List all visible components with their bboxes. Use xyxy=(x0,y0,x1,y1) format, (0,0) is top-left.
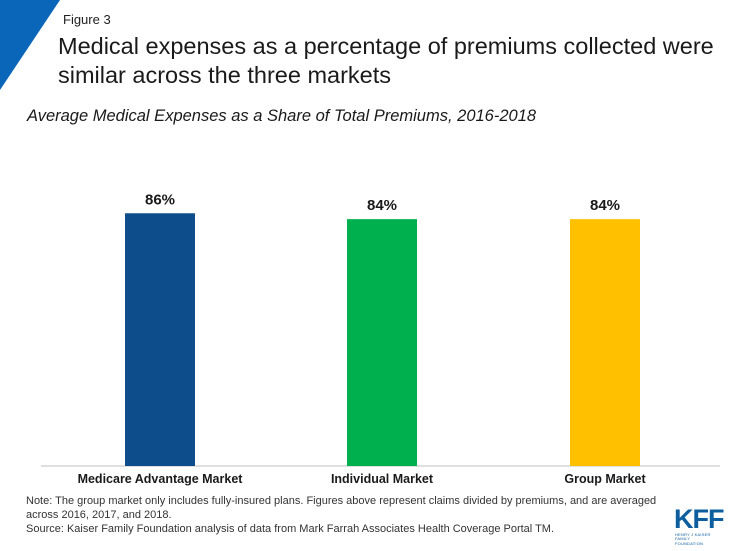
chart-title: Average Medical Expenses as a Share of T… xyxy=(27,107,537,125)
data-label-2: 84% xyxy=(367,197,397,214)
category-label-1: Medicare Advantage Market xyxy=(78,472,244,486)
category-label-2: Individual Market xyxy=(331,472,434,486)
bar-1 xyxy=(125,213,195,466)
data-label-3: 84% xyxy=(590,197,620,214)
bar-2 xyxy=(347,219,417,466)
corner-accent-shape xyxy=(0,0,60,90)
note-text: Note: The group market only includes ful… xyxy=(26,495,657,521)
logo-tagline: HENRY J KAISER FAMILY FOUNDATION xyxy=(675,532,711,546)
footnote: Note: The group market only includes ful… xyxy=(26,494,666,536)
page-title: Medical expenses as a percentage of prem… xyxy=(58,33,714,88)
kff-logo: KFF HENRY J KAISER FAMILY FOUNDATION xyxy=(674,504,724,546)
source-text: Source: Kaiser Family Foundation analysi… xyxy=(26,523,555,535)
logo-letters: KFF xyxy=(674,504,724,534)
figure-label: Figure 3 xyxy=(63,12,111,27)
bar-chart: 86% Medicare Advantage Market 84% Individua… xyxy=(41,191,720,486)
data-label-1: 86% xyxy=(145,191,175,208)
bar-3 xyxy=(570,219,640,466)
category-label-3: Group Market xyxy=(564,472,646,486)
